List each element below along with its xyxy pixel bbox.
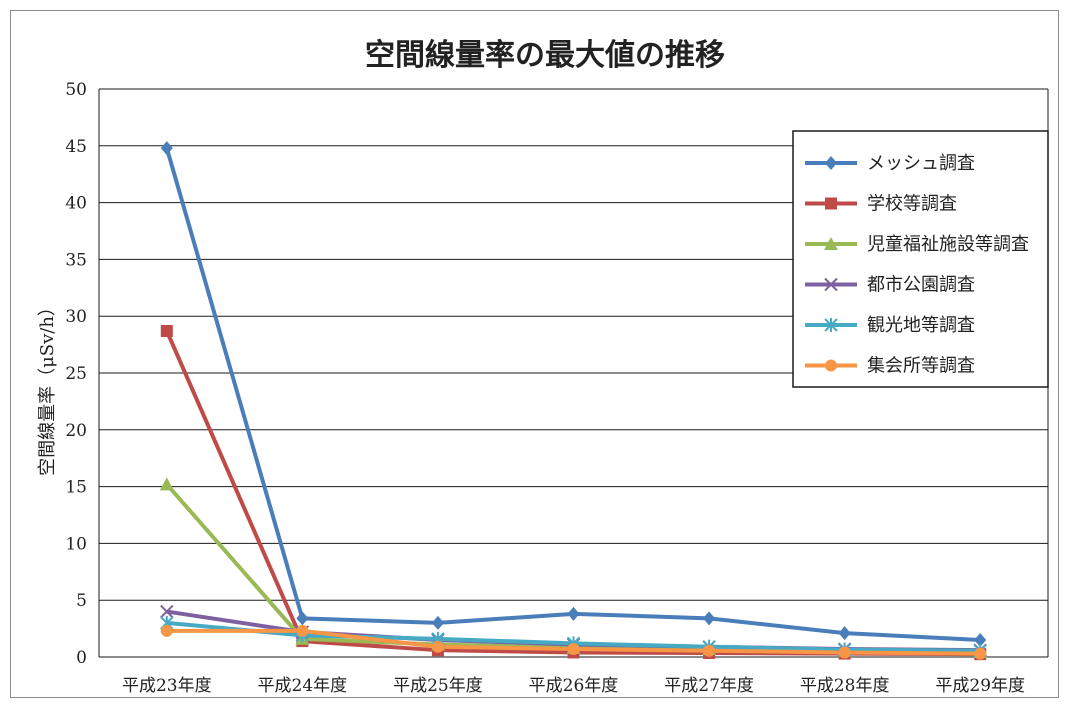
y-tick-label: 25	[65, 364, 87, 384]
y-tick-label: 45	[65, 137, 87, 157]
data-point	[567, 606, 580, 621]
legend-item: 集会所等調査	[805, 356, 975, 377]
legend-marker	[825, 359, 837, 372]
legend-label: 学校等調査	[867, 194, 957, 215]
legend-label: 観光地等調査	[867, 315, 975, 336]
x-tick-label: 平成29年度	[935, 676, 1025, 696]
y-tick-label: 5	[76, 591, 87, 611]
y-tick-label: 50	[65, 80, 87, 100]
data-point	[160, 624, 173, 637]
data-point	[160, 324, 173, 337]
x-tick-label: 平成26年度	[529, 676, 619, 696]
legend-marker	[824, 318, 838, 332]
data-point	[703, 644, 716, 657]
y-tick-label: 40	[65, 194, 87, 214]
data-point	[296, 624, 309, 637]
x-axis-ticks: 平成23年度 平成24年度 平成25年度 平成26年度 平成27年度 平成28年度 平成29…	[122, 676, 1025, 696]
legend-item: 児童福祉施設等調査	[805, 234, 1029, 255]
x-tick-label: 平成28年度	[800, 676, 890, 696]
data-point	[431, 640, 444, 653]
x-tick-label: 平成27年度	[664, 676, 754, 696]
legend-item: 観光地等調査	[805, 315, 975, 336]
data-point	[703, 611, 716, 626]
y-tick-label: 20	[65, 421, 87, 441]
y-axis-ticks: 0 5 10 15 20 25 30 35 40 45 50	[65, 80, 87, 668]
x-tick-label: 平成25年度	[393, 676, 483, 696]
y-tick-label: 35	[65, 250, 87, 270]
y-tick-label: 0	[76, 648, 87, 668]
y-axis-label: 空間線量率（μSv/h）	[37, 298, 58, 476]
data-point	[838, 646, 851, 659]
series-lines	[159, 141, 988, 661]
legend-label: 都市公園調査	[867, 275, 975, 296]
legend-marker	[825, 156, 837, 170]
data-point	[296, 611, 309, 626]
x-tick-label: 平成24年度	[258, 676, 348, 696]
y-tick-label: 10	[65, 534, 87, 554]
legend-marker	[824, 277, 838, 292]
legend-label: 集会所等調査	[867, 356, 975, 377]
legend-marker	[825, 197, 837, 210]
legend-box	[792, 130, 1049, 388]
data-point	[160, 604, 174, 619]
legend-label: 児童福祉施設等調査	[867, 234, 1029, 255]
chart-title: 空間線量率の最大値の推移	[365, 38, 725, 73]
legend-marker	[824, 237, 838, 250]
line-chart: 空間線量率の最大値の推移 0 5 10 15 20 25 30 35 40 45 50 平成23年度…	[37, 38, 1049, 696]
data-point	[838, 626, 851, 641]
chart-frame: 空間線量率の最大値の推移 0 5 10 15 20 25 30 35 40 45 50 平成23年度…	[10, 10, 1059, 698]
data-point	[974, 647, 987, 660]
legend-item: メッシュ調査	[805, 153, 975, 174]
legend-item: 都市公園調査	[805, 275, 975, 296]
data-point	[159, 477, 174, 491]
legend-item: 学校等調査	[805, 194, 957, 215]
data-point	[567, 643, 580, 656]
y-tick-label: 15	[65, 478, 87, 498]
series-5	[160, 624, 987, 660]
data-point	[431, 615, 444, 630]
x-tick-label: 平成23年度	[122, 676, 212, 696]
legend-label: メッシュ調査	[867, 153, 975, 174]
data-point	[160, 141, 173, 156]
y-tick-label: 30	[65, 307, 87, 327]
series-0	[160, 141, 987, 647]
data-point	[974, 632, 987, 647]
